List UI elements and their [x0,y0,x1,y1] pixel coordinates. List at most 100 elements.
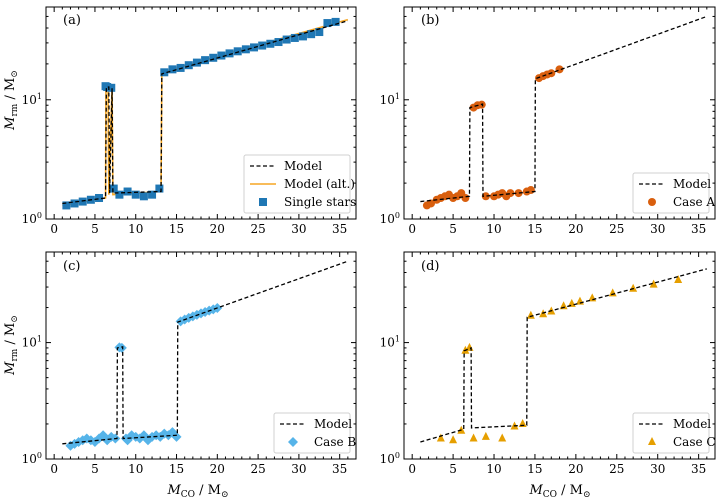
data-point-d [649,279,658,288]
x-tick-label-c-0: 0 [50,462,58,476]
panel-c-label: (c) [63,259,80,274]
x-tick-label-c-3: 15 [169,462,184,476]
legend-label-d-0: Model [673,417,711,431]
legend-d: Model Case C [632,412,716,454]
panel-d-label: (d) [421,259,439,274]
data-point-a [290,33,299,42]
x-tick-label-c-5: 25 [250,462,265,476]
data-point-a [139,192,148,201]
data-point-a [217,51,226,60]
y-axis-title-bottom: Mrm / M⊙ [3,315,20,376]
x-tick-label-a-5: 25 [250,222,265,236]
data-point-b [506,189,515,198]
y-tick-label-a-0: 100 [22,211,42,226]
panel-b-label: (b) [421,13,439,28]
y-tick-label-c-0: 100 [22,451,42,466]
panel-b: (b) 0 5 10 15 20 25 30 35 100 101 Model Case A [380,6,716,236]
svg-text:MCO / M⊙: MCO / M⊙ [166,483,228,500]
legend-c: Model Case B [273,412,356,454]
data-point-b [526,186,535,195]
x-tick-label-d-3: 15 [527,462,542,476]
data-point-a [201,56,210,65]
x-tick-label-b-3: 15 [527,222,542,236]
x-tick-label-a-2: 10 [128,222,143,236]
data-point-a [282,35,291,44]
data-point-d [526,310,535,319]
x-tick-label-c-1: 5 [91,462,99,476]
x-tick-label-a-4: 20 [210,222,225,236]
data-point-a [148,190,157,199]
legend-label-a-2: Single stars [284,195,356,209]
panel-a: (a) 0 5 10 15 20 25 30 35 100 101 Model Model (alt.… [22,6,357,236]
x-tick-label-d-5: 25 [609,462,624,476]
plot-area-b [420,15,708,210]
data-point-d [449,435,458,444]
data-point-d [608,288,617,297]
y-tick-label-c-1: 101 [22,335,42,350]
data-point-c [171,431,182,442]
y-tick-label-b-1: 101 [380,92,400,107]
legend-label-a-1: Model (alt.) [284,177,355,191]
data-point-a [307,30,316,39]
y-tick-label-b-0: 100 [380,211,400,226]
svg-text:MCO / M⊙: MCO / M⊙ [528,483,590,500]
model-line-a [62,20,349,205]
data-point-a [70,199,79,208]
x-tick-label-a-0: 0 [50,222,58,236]
data-point-d [436,433,445,442]
x-tick-label-b-4: 20 [568,222,583,236]
x-tick-label-d-7: 35 [691,462,706,476]
data-point-a [192,58,201,67]
legend-label-d-1: Case C [673,435,716,449]
model-line-b [420,15,708,203]
data-point-a [266,39,275,48]
y-tick-label-a-1: 101 [22,92,42,107]
x-axis-title-right: MCO / M⊙ [528,483,590,500]
x-tick-label-b-7: 35 [691,222,706,236]
model-line-c [62,260,349,445]
panel-c: (c) 0 5 10 15 20 25 30 35 100 101 Model Case B [22,251,357,476]
data-point-a [209,53,218,62]
data-point-a [184,61,193,70]
legend-b: Model Case A [632,172,715,214]
plot-area-d [420,268,707,444]
data-point-b [481,192,490,201]
x-tick-label-a-7: 35 [332,222,347,236]
data-point-a [323,19,332,28]
data-point-b [461,194,470,203]
legend-label-c-1: Case B [314,435,356,449]
data-point-b [427,199,436,208]
legend-label-c-0: Model [314,417,352,431]
data-point-b [514,189,523,198]
data-point-a [233,47,242,56]
legend-label-b-1: Case A [673,195,715,209]
data-point-a [123,187,132,196]
x-tick-label-d-2: 10 [486,462,501,476]
data-point-a [160,68,169,77]
x-tick-label-d-0: 0 [408,462,416,476]
svg-text:Mrm / M⊙: Mrm / M⊙ [3,315,20,376]
x-tick-label-b-1: 5 [449,222,457,236]
legend-swatch-points-b [648,198,656,206]
legend-label-b-0: Model [673,177,711,191]
legend-swatch-points-c [288,437,298,447]
data-point-d [481,431,490,440]
data-point-a [298,32,307,41]
x-tick-label-b-6: 30 [650,222,665,236]
plot-area-c [62,260,349,451]
data-point-a [103,82,112,91]
data-point-a [168,65,177,74]
x-tick-label-c-4: 20 [210,462,225,476]
x-tick-label-a-3: 15 [169,222,184,236]
x-tick-label-d-1: 5 [449,462,457,476]
data-point-a [95,194,104,203]
legend-swatch-points-d [648,437,656,445]
x-tick-label-c-2: 10 [128,462,143,476]
data-point-a [225,49,234,58]
x-tick-label-a-1: 5 [91,222,99,236]
legend-swatch-points-a [259,198,267,206]
x-axis-title-left: MCO / M⊙ [166,483,228,500]
x-tick-label-b-5: 25 [609,222,624,236]
plot-area-a [62,17,349,210]
